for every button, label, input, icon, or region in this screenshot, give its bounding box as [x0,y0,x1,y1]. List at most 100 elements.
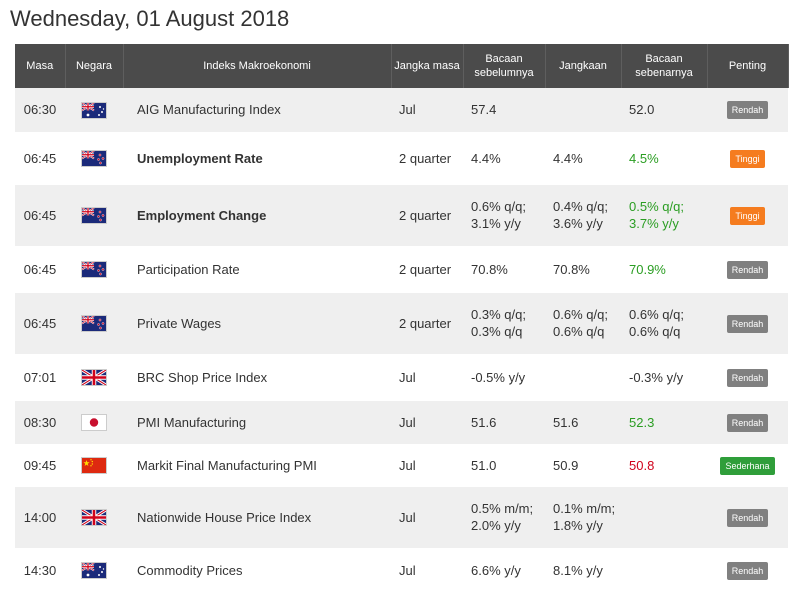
indicator-cell: Employment Change [123,184,391,247]
new-zealand-flag-icon [81,207,107,225]
actual-cell: 52.3 [621,400,707,445]
time-cell: 06:30 [15,88,65,133]
header-indicator: Indeks Makroekonomi [123,44,392,88]
time-cell: 06:45 [15,132,65,185]
indicator-cell: Private Wages [123,292,391,355]
period-cell: 2 quarter [391,246,463,293]
economic-calendar-table: Masa Negara Indeks Makroekonomi Jangka m… [15,44,789,593]
period-cell: 2 quarter [391,132,463,185]
page-title: Wednesday, 01 August 2018 [10,6,290,31]
time-cell: 06:45 [15,246,65,293]
previous-cell: 0.5% m/m; 2.0% y/y [463,486,545,549]
importance-cell: Rendah [707,548,788,593]
indicator-cell: BRC Shop Price Index [123,354,391,401]
forecast-cell [545,88,621,133]
forecast-cell: 4.4% [545,132,621,185]
time-cell: 06:45 [15,184,65,247]
previous-cell: 0.6% q/q; 3.1% y/y [463,184,545,247]
japan-flag-icon [81,414,107,432]
importance-cell: Rendah [707,246,788,293]
importance-cell: Tinggi [707,184,788,247]
importance-cell: Rendah [707,292,788,355]
previous-cell: 57.4 [463,88,545,133]
actual-cell: 70.9% [621,246,707,293]
table-row: 14:30 Commodity Prices Jul 6.6% y/y 8.1% y/… [15,548,788,593]
actual-cell: 50.8 [621,444,707,487]
table-row: 06:45 Unemployment Rate 2 quarter 4.4% 4.4%… [15,132,788,185]
header-actual: Bacaan sebenarnya [621,44,708,88]
previous-cell: 70.8% [463,246,545,293]
importance-cell: Tinggi [707,132,788,185]
importance-cell: Rendah [707,354,788,401]
indicator-cell: PMI Manufacturing [123,400,391,445]
header-forecast: Jangkaan [545,44,622,88]
uk-flag-icon [81,509,107,527]
forecast-cell [545,354,621,401]
period-cell: Jul [391,486,463,549]
previous-cell: 0.3% q/q; 0.3% q/q [463,292,545,355]
actual-cell [621,548,707,593]
indicator-cell: Markit Final Manufacturing PMI [123,444,391,487]
importance-cell: Sederhana [707,444,788,487]
indicator-cell: Participation Rate [123,246,391,293]
new-zealand-flag-icon [81,150,107,168]
forecast-cell: 0.4% q/q; 3.6% y/y [545,184,621,247]
table-row: 07:01 BRC Shop Price Index Jul -0.5% y/y -0… [15,354,788,401]
time-cell: 14:30 [15,548,65,593]
previous-cell: -0.5% y/y [463,354,545,401]
importance-badge: Rendah [726,260,769,279]
header-country: Negara [65,44,124,88]
time-cell: 07:01 [15,354,65,401]
importance-cell: Rendah [707,400,788,445]
country-flag-cell [65,292,123,355]
importance-cell: Rendah [707,88,788,133]
forecast-cell: 0.1% m/m; 1.8% y/y [545,486,621,549]
new-zealand-flag-icon [81,315,107,333]
time-cell: 08:30 [15,400,65,445]
indicator-cell: Nationwide House Price Index [123,486,391,549]
country-flag-cell [65,88,123,133]
country-flag-cell [65,400,123,445]
importance-badge: Rendah [726,314,769,333]
time-cell: 09:45 [15,444,65,487]
period-cell: Jul [391,400,463,445]
previous-cell: 4.4% [463,132,545,185]
australia-flag-icon [81,101,107,119]
country-flag-cell [65,548,123,593]
australia-flag-icon [81,562,107,580]
period-cell: Jul [391,444,463,487]
country-flag-cell [65,486,123,549]
country-flag-cell [65,132,123,185]
indicator-cell: Commodity Prices [123,548,391,593]
importance-badge: Rendah [726,368,769,387]
previous-cell: 51.6 [463,400,545,445]
actual-cell: -0.3% y/y [621,354,707,401]
header-period: Jangka masa [391,44,464,88]
importance-badge: Tinggi [730,149,765,168]
header-time: Masa [15,44,66,88]
actual-cell [621,486,707,549]
importance-badge: Tinggi [730,206,765,225]
importance-badge: Rendah [726,101,769,120]
table-row: 06:45 Employment Change 2 quarter 0.6% q/q… [15,184,788,247]
importance-badge: Rendah [726,561,769,580]
period-cell: 2 quarter [391,184,463,247]
table-row: 14:00 Nationwide House Price Index Jul 0.5… [15,486,788,549]
actual-cell: 0.6% q/q; 0.6% q/q [621,292,707,355]
indicator-cell: AIG Manufacturing Index [123,88,391,133]
country-flag-cell [65,444,123,487]
table-header-row: Masa Negara Indeks Makroekonomi Jangka m… [15,44,789,88]
period-cell: 2 quarter [391,292,463,355]
period-cell: Jul [391,548,463,593]
new-zealand-flag-icon [81,261,107,279]
china-flag-icon [81,457,107,475]
country-flag-cell [65,184,123,247]
forecast-cell: 70.8% [545,246,621,293]
forecast-cell: 51.6 [545,400,621,445]
table-row: 09:45 Markit Final Manufacturing PMI Jul 5… [15,444,788,487]
importance-badge: Rendah [726,413,769,432]
time-cell: 14:00 [15,486,65,549]
actual-cell: 0.5% q/q; 3.7% y/y [621,184,707,247]
actual-cell: 4.5% [621,132,707,185]
importance-badge: Sederhana [720,456,775,475]
